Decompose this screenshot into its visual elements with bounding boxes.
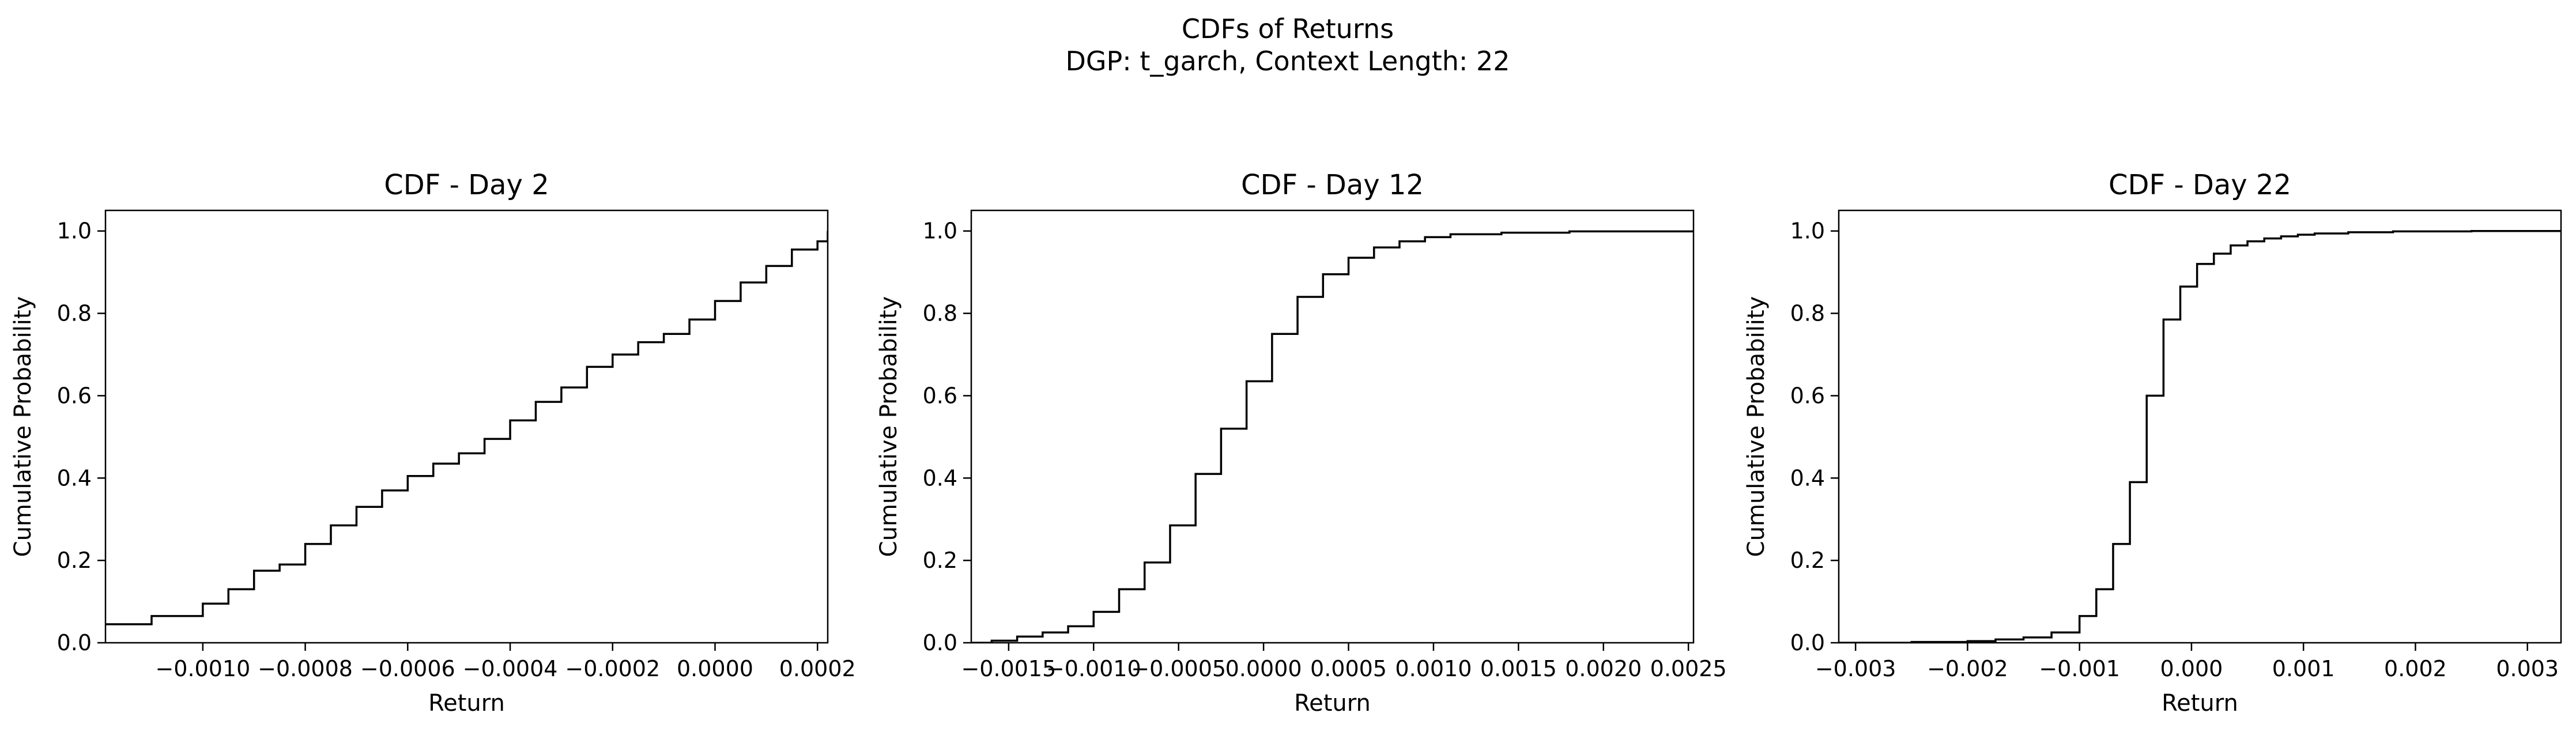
x-tick-label: 0.001 xyxy=(2272,656,2335,681)
y-axis-label: Cumulative Probability xyxy=(10,296,36,557)
subplot-3: −0.003 −0.002 −0.001 0.000 0.001 0.002 0.003 0.… xyxy=(1743,169,2562,717)
y-tick-label: 0.8 xyxy=(1790,301,1825,326)
cdf-step-line xyxy=(105,231,828,625)
x-tick-label: −0.001 xyxy=(2039,656,2120,681)
x-tick-label: −0.002 xyxy=(1927,656,2008,681)
x-tick-label: −0.0006 xyxy=(360,656,455,681)
figure-title: CDFs of Returns xyxy=(1182,13,1394,44)
y-tick-label: 0.2 xyxy=(923,548,957,573)
subplot-title: CDF - Day 2 xyxy=(384,169,549,201)
y-tick-label: 0.4 xyxy=(1790,465,1825,491)
x-axis-label: Return xyxy=(428,690,505,717)
y-axis-label: Cumulative Probability xyxy=(1743,296,1770,557)
y-tick-label: 1.0 xyxy=(923,218,957,244)
x-tick-label: 0.000 xyxy=(2160,656,2223,681)
y-tick-label: 0.8 xyxy=(923,301,957,326)
y-tick-label: 0.2 xyxy=(57,548,92,573)
subplot-title: CDF - Day 12 xyxy=(1241,169,1424,201)
x-tick-label: −0.0005 xyxy=(1131,656,1226,681)
axes-frame xyxy=(104,209,829,644)
y-tick-label: 0.6 xyxy=(923,383,957,408)
axes-frame xyxy=(970,209,1695,644)
y-tick-label: 0.4 xyxy=(923,465,957,491)
axes-frame xyxy=(1838,209,2562,644)
x-tick-label: 0.0010 xyxy=(1395,656,1472,681)
x-tick-label: −0.0010 xyxy=(155,656,250,681)
x-tick-label: 0.0015 xyxy=(1480,656,1557,681)
subplot-title: CDF - Day 22 xyxy=(2109,169,2291,201)
x-tick-label: 0.0025 xyxy=(1650,656,1727,681)
cdf-step-line xyxy=(971,230,1694,643)
x-tick-label: 0.002 xyxy=(2384,656,2447,681)
y-tick-label: 0.0 xyxy=(923,630,957,655)
y-tick-label: 0.6 xyxy=(57,383,92,408)
x-tick-label: −0.003 xyxy=(1815,656,1896,681)
y-tick-label: 0.6 xyxy=(1790,383,1825,408)
subplot-1: −0.0010 −0.0008 −0.0006 −0.0004 −0.0002 0.000… xyxy=(10,169,856,717)
subplot-grid: −0.0010 −0.0008 −0.0006 −0.0004 −0.0002 0.000… xyxy=(10,169,2562,717)
x-tick-label: −0.0002 xyxy=(565,656,660,681)
y-axis-label: Cumulative Probability xyxy=(876,296,902,557)
x-tick-label: −0.0008 xyxy=(258,656,353,681)
cdf-step-line xyxy=(1839,229,2561,643)
y-tick-label: 0.4 xyxy=(57,465,92,491)
x-tick-label: 0.0000 xyxy=(677,656,753,681)
y-tick-label: 0.2 xyxy=(1790,548,1825,573)
y-tick-label: 1.0 xyxy=(57,218,92,244)
y-tick-label: 0.0 xyxy=(1790,630,1825,655)
x-tick-label: 0.0005 xyxy=(1310,656,1387,681)
y-tick-label: 0.8 xyxy=(57,301,92,326)
y-tick-label: 1.0 xyxy=(1790,218,1825,244)
x-tick-label: −0.0004 xyxy=(463,656,558,681)
figure-subtitle: DGP: t_garch, Context Length: 22 xyxy=(1065,46,1510,77)
x-axis-label: Return xyxy=(1294,690,1371,717)
y-tick-label: 0.0 xyxy=(57,630,92,655)
x-tick-label: −0.0010 xyxy=(1046,656,1141,681)
x-tick-label: 0.0020 xyxy=(1565,656,1642,681)
x-tick-label: 0.003 xyxy=(2496,656,2559,681)
x-tick-label: 0.0002 xyxy=(779,656,856,681)
x-tick-label: −0.0015 xyxy=(961,656,1056,681)
x-axis-label: Return xyxy=(2162,690,2238,717)
x-tick-label: 0.0000 xyxy=(1225,656,1302,681)
